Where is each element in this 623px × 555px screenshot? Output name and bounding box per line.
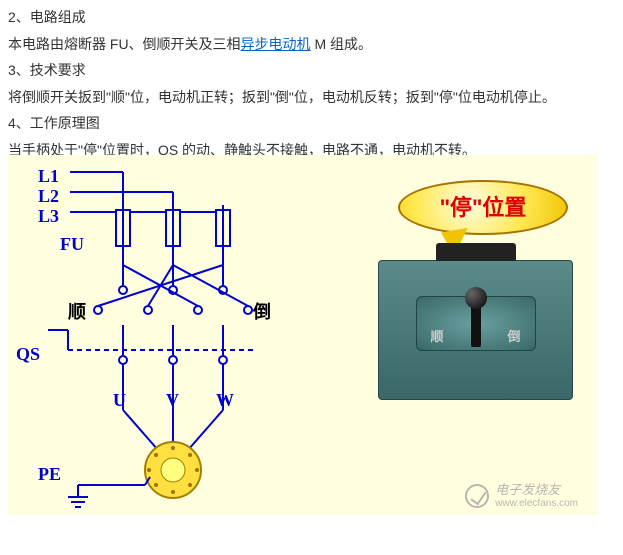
switch-dao-label: 倒 bbox=[507, 325, 520, 350]
para-2-body: 本电路由熔断器 FU、倒顺开关及三相异步电动机 M 组成。 bbox=[8, 31, 615, 58]
label-W: W bbox=[216, 383, 234, 417]
label-U: U bbox=[113, 383, 126, 417]
async-motor-link[interactable]: 异步电动机 bbox=[241, 36, 311, 52]
callout-bubble: "停"位置 bbox=[398, 180, 568, 235]
label-FU: FU bbox=[60, 227, 84, 261]
para-2-head: 2、电路组成 bbox=[8, 4, 615, 31]
label-PE: PE bbox=[38, 457, 61, 491]
callout-text: "停"位置 bbox=[440, 187, 527, 229]
label-L3: L3 bbox=[38, 199, 59, 233]
para-4-head: 4、工作原理图 bbox=[8, 110, 615, 137]
label-V: V bbox=[166, 383, 179, 417]
para-3-head: 3、技术要求 bbox=[8, 57, 615, 84]
text-body: 2、电路组成 本电路由熔断器 FU、倒顺开关及三相异步电动机 M 组成。 3、技… bbox=[0, 0, 623, 164]
label-QS: QS bbox=[16, 337, 40, 371]
p2-a: 本电路由熔断器 FU、倒顺开关及三相 bbox=[8, 36, 241, 52]
switch-top bbox=[436, 243, 516, 261]
label-dao: 倒 bbox=[253, 295, 271, 329]
footer-watermark: 电子发烧友 www.elecfans.com bbox=[465, 482, 578, 510]
footer-cn: 电子发烧友 bbox=[495, 482, 578, 498]
knob-shaft bbox=[471, 303, 481, 347]
switch-face: 顺 倒 bbox=[416, 296, 536, 351]
knob-ball bbox=[465, 287, 487, 309]
label-shun: 顺 bbox=[68, 295, 86, 329]
diagram-area: L1 L2 L3 FU 顺 倒 QS U V W PE "停"位置 顺 倒 电子… bbox=[8, 155, 598, 520]
p2-b: M 组成。 bbox=[311, 36, 372, 52]
para-3-body: 将倒顺开关扳到"顺"位，电动机正转；扳到"倒"位，电动机反转；扳到"停"位电动机… bbox=[8, 84, 615, 111]
switch-device: 顺 倒 bbox=[378, 260, 573, 400]
footer-url: www.elecfans.com bbox=[495, 498, 578, 510]
footer-logo-icon bbox=[465, 484, 489, 508]
switch-shun-label: 顺 bbox=[431, 325, 444, 350]
footer-text: 电子发烧友 www.elecfans.com bbox=[495, 482, 578, 510]
